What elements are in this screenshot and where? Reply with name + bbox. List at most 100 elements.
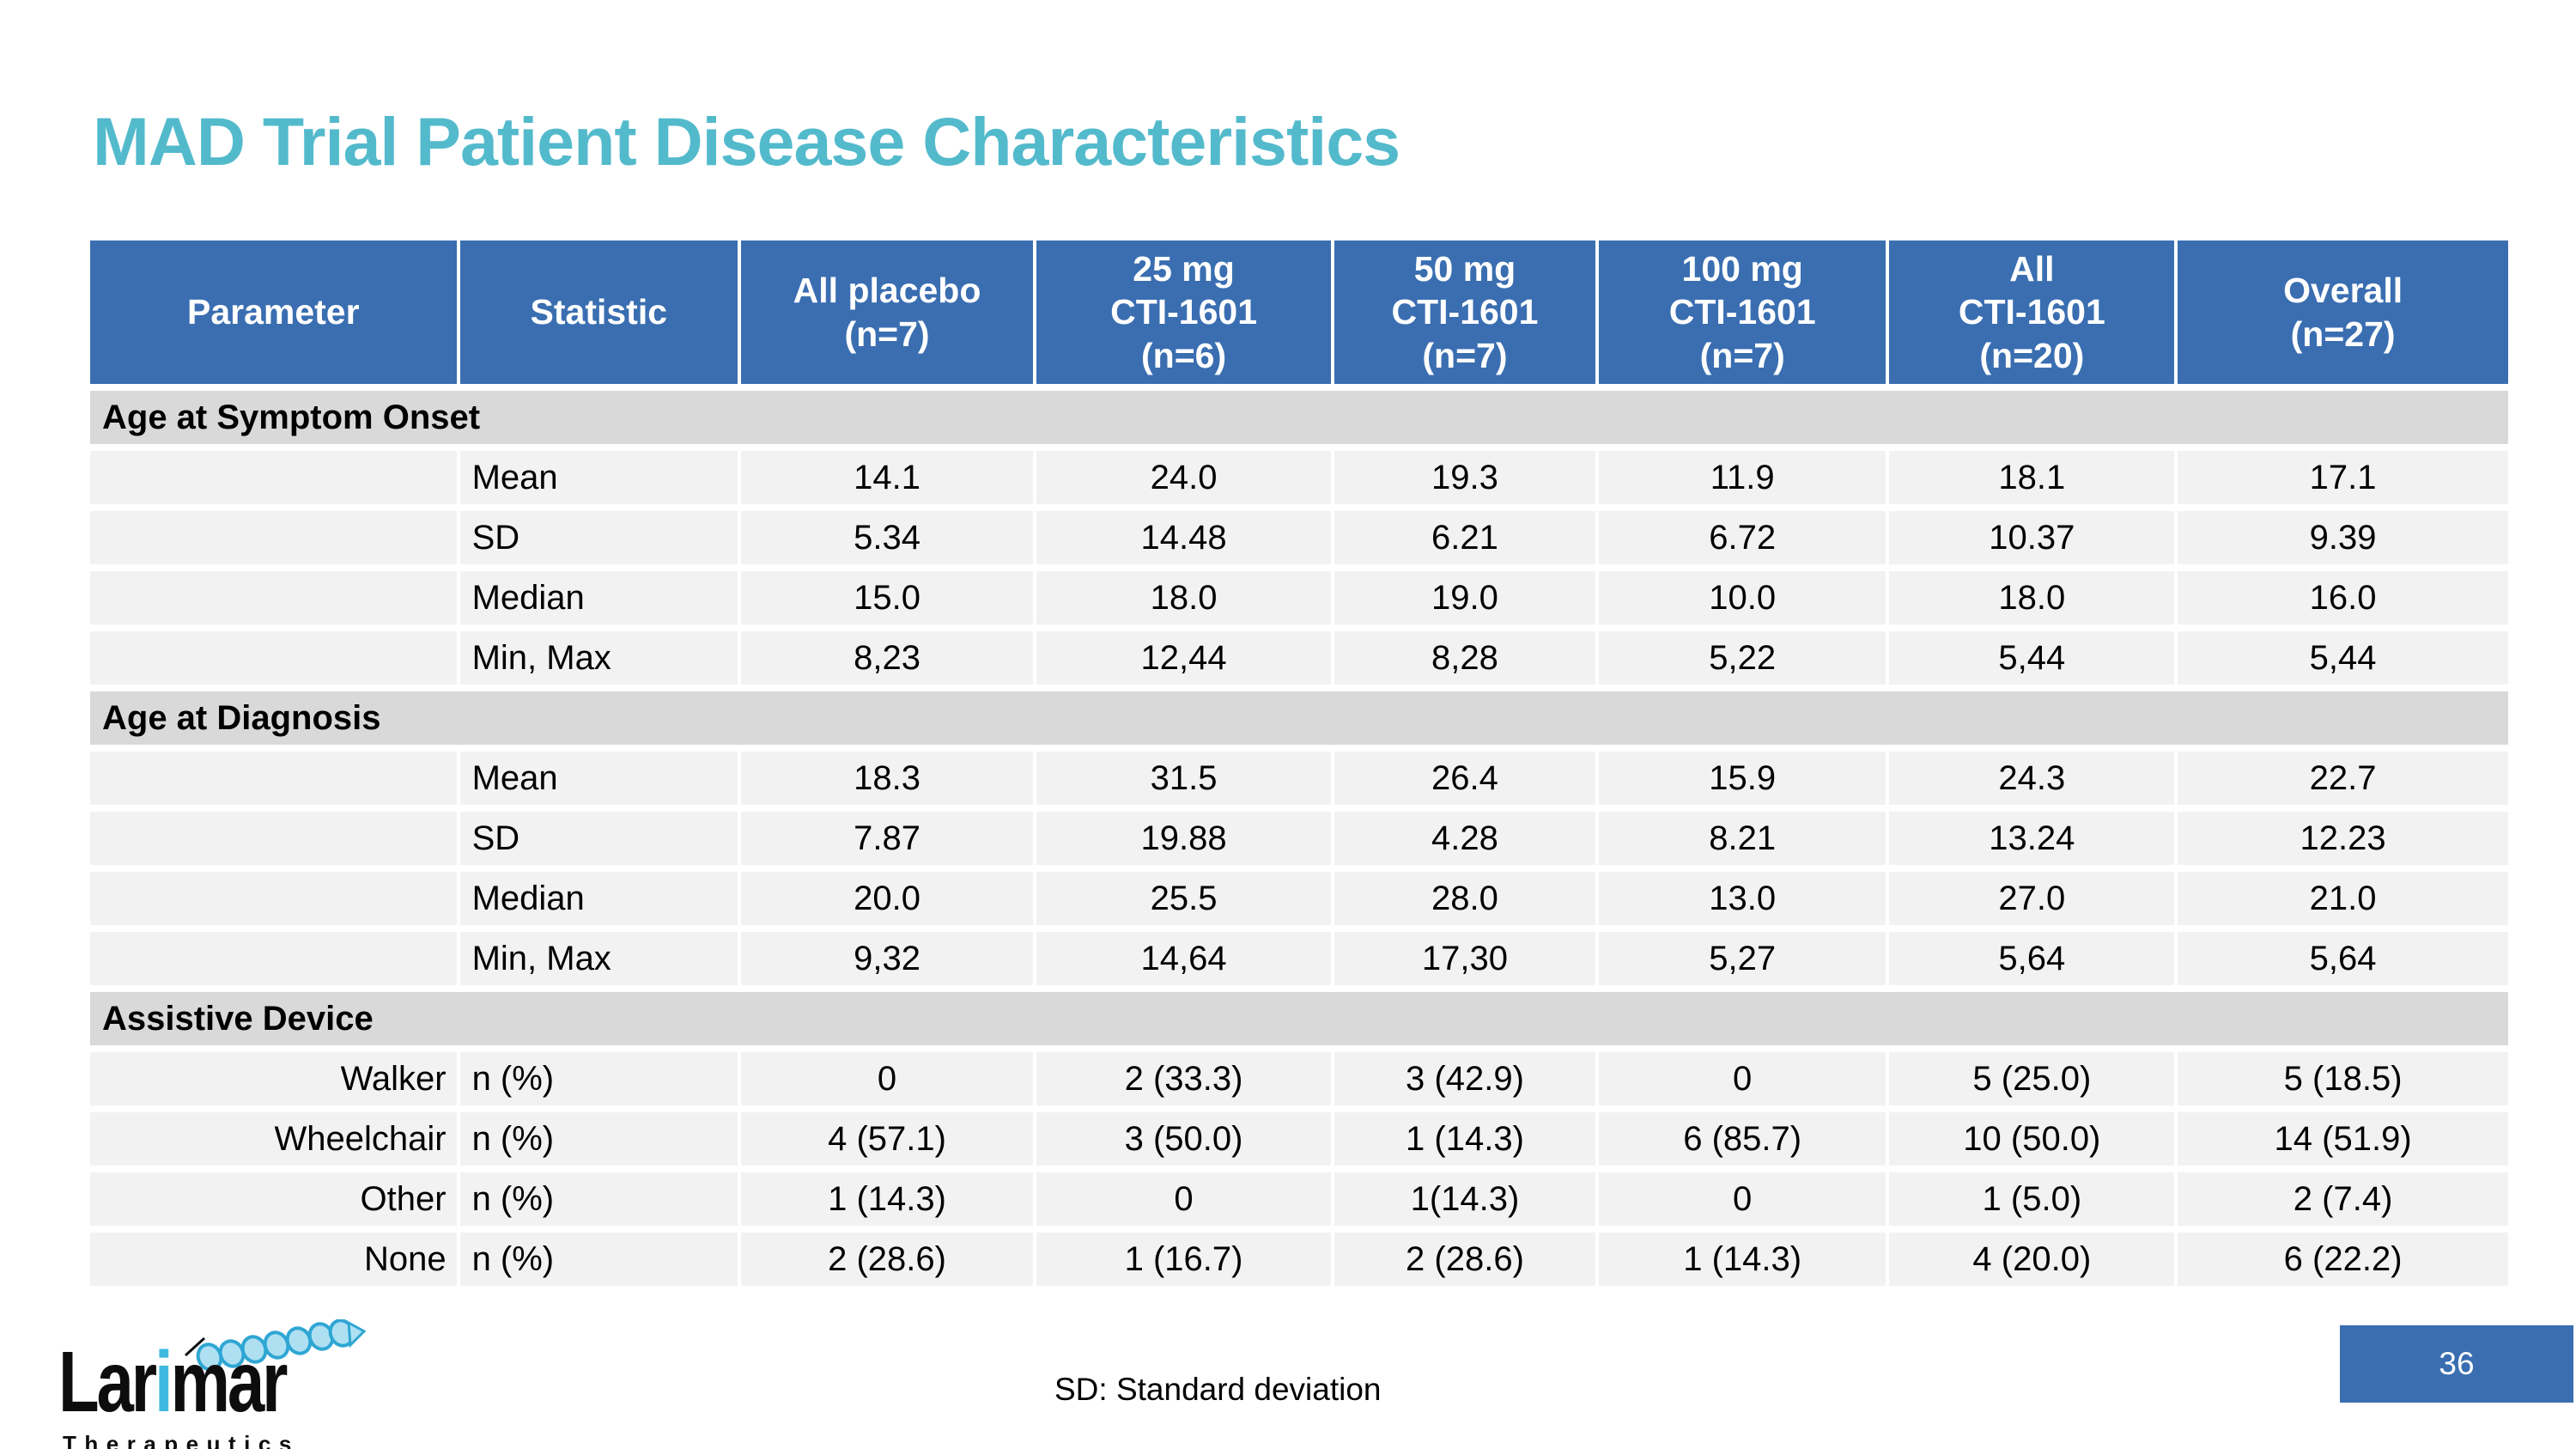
value-cell: 14,64 <box>1036 932 1332 985</box>
table-row: SD 7.87 19.88 4.28 8.21 13.24 12.23 <box>90 812 2508 865</box>
column-header: All CTI-1601 (n=20) <box>1889 240 2175 384</box>
value-cell: 4 (57.1) <box>740 1112 1034 1166</box>
value-cell: 6 (22.2) <box>2178 1233 2508 1286</box>
value-cell: 28.0 <box>1334 872 1595 925</box>
helix-icon <box>184 1319 367 1372</box>
value-cell: 0 <box>1598 1052 1886 1105</box>
section-header-row: Age at Symptom Onset <box>90 391 2508 444</box>
value-cell: 5,64 <box>2178 932 2508 985</box>
column-header: Overall (n=27) <box>2178 240 2508 384</box>
statistic-cell: SD <box>459 812 738 865</box>
column-header: All placebo (n=7) <box>740 240 1034 384</box>
statistic-cell: n (%) <box>459 1233 738 1286</box>
value-cell: 16.0 <box>2178 571 2508 624</box>
table-header-row: Parameter Statistic All placebo (n=7) 25 mg… <box>90 240 2508 384</box>
value-cell: 18.1 <box>1889 451 2175 504</box>
value-cell: 2 (33.3) <box>1036 1052 1332 1105</box>
table-row: Min, Max 8,23 12,44 8,28 5,22 5,44 5,44 <box>90 631 2508 685</box>
value-cell: 0 <box>740 1052 1034 1105</box>
value-cell: 1 (16.7) <box>1036 1233 1332 1286</box>
statistic-cell: SD <box>459 511 738 564</box>
statistic-cell: n (%) <box>459 1052 738 1105</box>
value-cell: 18.0 <box>1036 571 1332 624</box>
value-cell: 5 (25.0) <box>1889 1052 2175 1105</box>
value-cell: 20.0 <box>740 872 1034 925</box>
logo-text-i: i <box>155 1334 173 1430</box>
table-row: Mean 18.3 31.5 26.4 15.9 24.3 22.7 <box>90 752 2508 805</box>
section-header-cell: Age at Symptom Onset <box>90 391 2508 444</box>
footer-note: SD: Standard deviation <box>1054 1372 1382 1407</box>
value-cell: 0 <box>1598 1172 1886 1226</box>
table-row: SD 5.34 14.48 6.21 6.72 10.37 9.39 <box>90 511 2508 564</box>
statistic-cell: Mean <box>459 752 738 805</box>
logo-subtitle: Therapeutics <box>63 1431 300 1449</box>
value-cell: 6 (85.7) <box>1598 1112 1886 1166</box>
patient-characteristics-table: Parameter Statistic All placebo (n=7) 25 mg… <box>87 234 2512 1293</box>
parameter-cell: Walker <box>90 1052 457 1105</box>
value-cell: 15.9 <box>1598 752 1886 805</box>
value-cell: 2 (7.4) <box>2178 1172 2508 1226</box>
table-row: Wheelchair n (%) 4 (57.1) 3 (50.0) 1 (14.3) 6… <box>90 1112 2508 1166</box>
value-cell: 19.88 <box>1036 812 1332 865</box>
value-cell: 3 (42.9) <box>1334 1052 1595 1105</box>
value-cell: 27.0 <box>1889 872 2175 925</box>
page-number-badge: 36 <box>2340 1325 2573 1403</box>
value-cell: 4 (20.0) <box>1889 1233 2175 1286</box>
value-cell: 17.1 <box>2178 451 2508 504</box>
value-cell: 0 <box>1036 1172 1332 1226</box>
statistic-cell: n (%) <box>459 1172 738 1226</box>
parameter-cell <box>90 752 457 805</box>
table-row: Median 20.0 25.5 28.0 13.0 27.0 21.0 <box>90 872 2508 925</box>
parameter-cell: None <box>90 1233 457 1286</box>
value-cell: 10.0 <box>1598 571 1886 624</box>
value-cell: 19.3 <box>1334 451 1595 504</box>
value-cell: 25.5 <box>1036 872 1332 925</box>
value-cell: 24.0 <box>1036 451 1332 504</box>
value-cell: 5.34 <box>740 511 1034 564</box>
column-header: Statistic <box>459 240 738 384</box>
parameter-cell: Other <box>90 1172 457 1226</box>
table-row: Min, Max 9,32 14,64 17,30 5,27 5,64 5,64 <box>90 932 2508 985</box>
table-row: Mean 14.1 24.0 19.3 11.9 18.1 17.1 <box>90 451 2508 504</box>
parameter-cell <box>90 631 457 685</box>
statistic-cell: Min, Max <box>459 631 738 685</box>
value-cell: 9,32 <box>740 932 1034 985</box>
table-row: None n (%) 2 (28.6) 1 (16.7) 2 (28.6) 1 (14.3… <box>90 1233 2508 1286</box>
value-cell: 18.0 <box>1889 571 2175 624</box>
parameter-cell <box>90 511 457 564</box>
column-header: 25 mg CTI-1601 (n=6) <box>1036 240 1332 384</box>
value-cell: 13.0 <box>1598 872 1886 925</box>
larimar-logo: Larimar Therapeutics <box>58 1319 419 1449</box>
table-row: Walker n (%) 0 2 (33.3) 3 (42.9) 0 5 (25.0) 5 (… <box>90 1052 2508 1105</box>
value-cell: 2 (28.6) <box>1334 1233 1595 1286</box>
parameter-cell <box>90 451 457 504</box>
parameter-cell: Wheelchair <box>90 1112 457 1166</box>
table-row: Other n (%) 1 (14.3) 0 1(14.3) 0 1 (5.0) 2 (7.4… <box>90 1172 2508 1226</box>
value-cell: 24.3 <box>1889 752 2175 805</box>
value-cell: 5,64 <box>1889 932 2175 985</box>
value-cell: 18.3 <box>740 752 1034 805</box>
value-cell: 10 (50.0) <box>1889 1112 2175 1166</box>
page-number: 36 <box>2439 1346 2475 1381</box>
value-cell: 14.1 <box>740 451 1034 504</box>
value-cell: 5,22 <box>1598 631 1886 685</box>
value-cell: 10.37 <box>1889 511 2175 564</box>
parameter-cell <box>90 932 457 985</box>
statistic-cell: Min, Max <box>459 932 738 985</box>
value-cell: 1 (5.0) <box>1889 1172 2175 1226</box>
value-cell: 6.72 <box>1598 511 1886 564</box>
value-cell: 17,30 <box>1334 932 1595 985</box>
parameter-cell <box>90 812 457 865</box>
value-cell: 5,44 <box>2178 631 2508 685</box>
value-cell: 5,44 <box>1889 631 2175 685</box>
value-cell: 5 (18.5) <box>2178 1052 2508 1105</box>
value-cell: 8,23 <box>740 631 1034 685</box>
page-title: MAD Trial Patient Disease Characteristic… <box>93 103 1400 180</box>
column-header: 50 mg CTI-1601 (n=7) <box>1334 240 1595 384</box>
logo-wordmark: Larimar <box>58 1339 340 1425</box>
logo-text-2: mar <box>170 1334 289 1430</box>
value-cell: 13.24 <box>1889 812 2175 865</box>
statistic-cell: n (%) <box>459 1112 738 1166</box>
value-cell: 12,44 <box>1036 631 1332 685</box>
